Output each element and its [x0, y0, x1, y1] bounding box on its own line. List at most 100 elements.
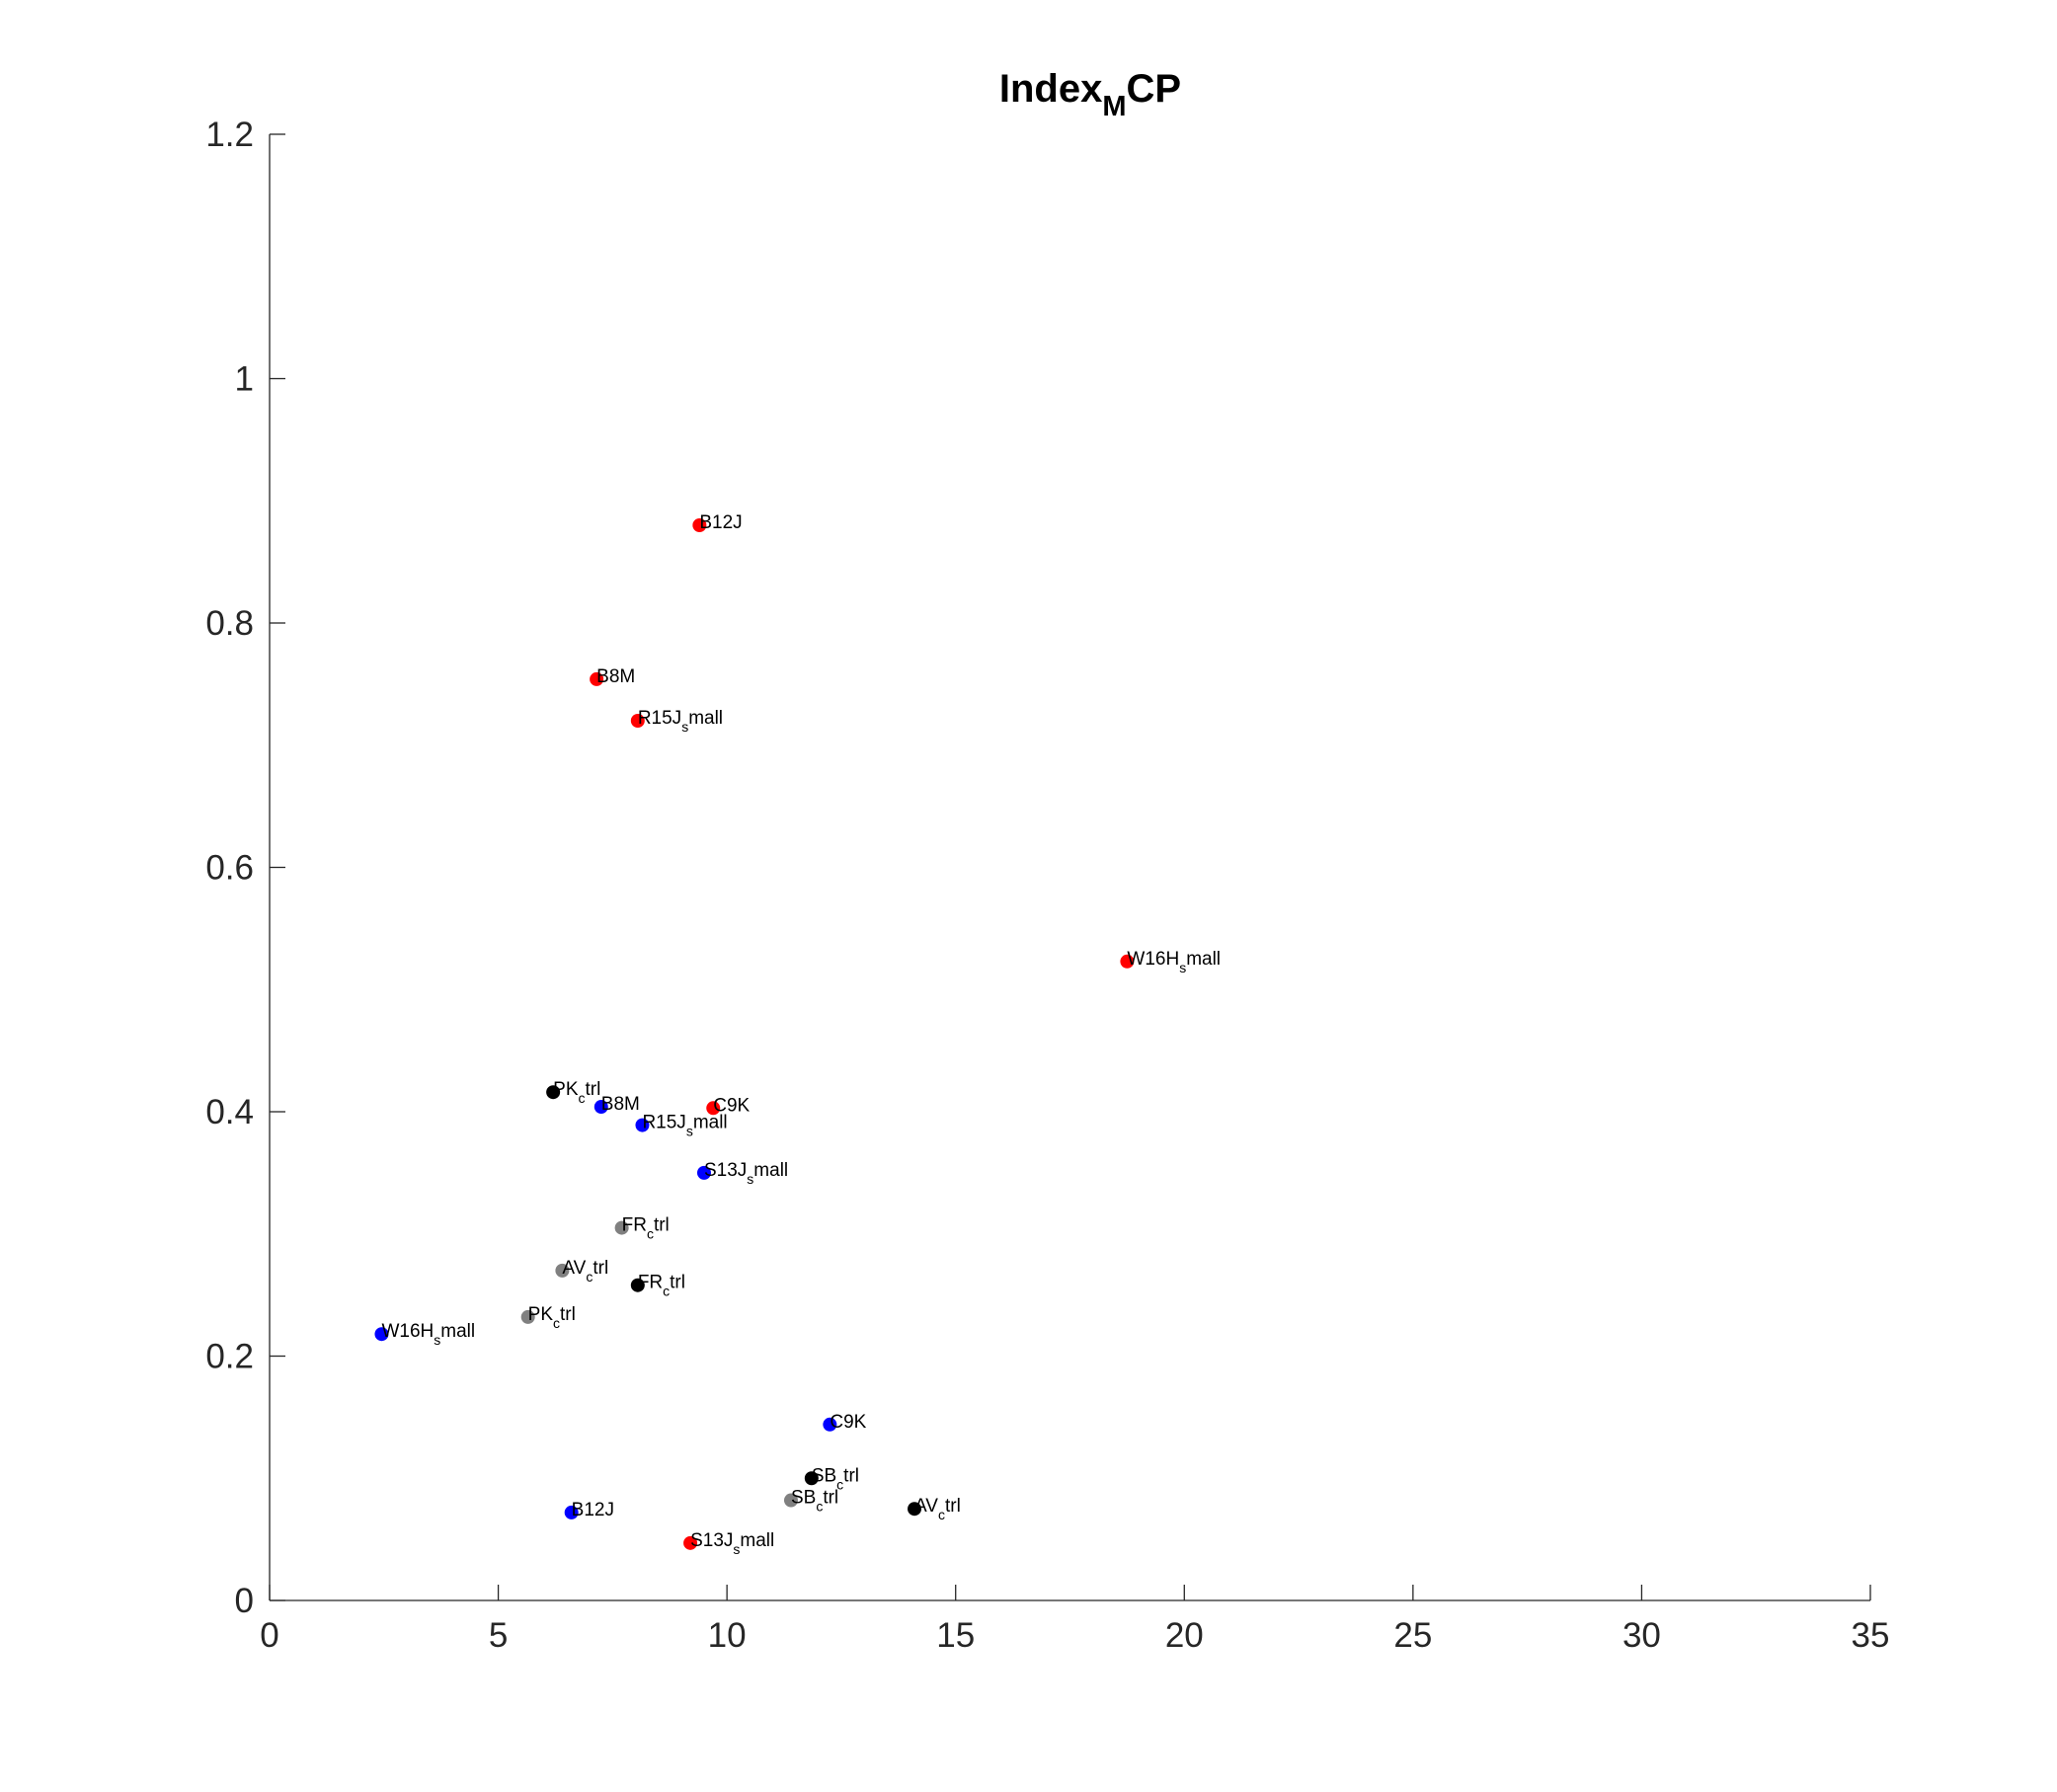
point-label-main: S13J	[690, 1530, 733, 1551]
point-label-main: AV	[562, 1258, 586, 1279]
data-point-red	[590, 671, 604, 686]
data-point-red	[683, 1535, 698, 1550]
x-tick-label: 25	[1393, 1616, 1432, 1655]
point-label-rest: trl	[593, 1258, 608, 1279]
point-label-subscript: c	[553, 1315, 560, 1331]
point-label-main: AV	[914, 1496, 938, 1517]
point-label-main: R15J	[642, 1113, 685, 1133]
data-point-red	[630, 714, 645, 728]
x-tick-label: 0	[260, 1616, 278, 1655]
y-tick-label: 0.2	[205, 1338, 254, 1376]
point-label-main: C9K	[830, 1412, 866, 1433]
point-label-subscript: c	[586, 1269, 593, 1285]
point-label-subscript: s	[686, 1124, 693, 1139]
point-label-main: FR	[622, 1215, 647, 1236]
point-label: FRctrl	[622, 1215, 670, 1242]
point-label: R15Jsmall	[638, 708, 723, 735]
point-label-main: SB	[812, 1465, 836, 1486]
point-label-subscript: s	[434, 1332, 440, 1348]
point-label: FRctrl	[638, 1273, 685, 1299]
point-label-rest: trl	[586, 1079, 601, 1100]
point-label-main: R15J	[638, 708, 681, 729]
data-point-black	[630, 1278, 645, 1292]
point-label: PKctrl	[528, 1304, 576, 1331]
point-label: S13Jsmall	[690, 1530, 774, 1557]
data-point-blue	[374, 1327, 389, 1342]
data-point-gray	[520, 1309, 535, 1324]
y-tick-label: 0.4	[205, 1093, 254, 1131]
y-tick-label: 0.6	[205, 849, 254, 888]
point-label: S13Jsmall	[704, 1160, 788, 1187]
data-point-red	[1120, 954, 1135, 969]
point-label: C9K	[713, 1095, 750, 1116]
data-point-blue	[564, 1505, 579, 1519]
y-tick-label: 1.2	[205, 116, 254, 154]
point-label-rest: mall	[693, 1113, 728, 1133]
point-label: SBctrl	[791, 1488, 838, 1515]
point-label-main: S13J	[704, 1160, 747, 1181]
point-label: SBctrl	[812, 1465, 859, 1492]
point-label-main: PK	[528, 1304, 554, 1325]
x-tick-label: 15	[936, 1616, 975, 1655]
point-label-rest: trl	[945, 1496, 961, 1517]
axes: 0 5 10 15 20 25 30 35 0 0.2 0.4 0.6 0.8 1 1.2	[205, 116, 1889, 1655]
y-tick-label: 1	[235, 360, 254, 399]
point-label: B8M	[601, 1094, 640, 1115]
point-label-rest: mall	[753, 1160, 788, 1181]
point-label-main: B8M	[596, 666, 635, 687]
point-label-subscript: c	[663, 1284, 670, 1299]
point-label-subscript: c	[816, 1499, 823, 1515]
point-label-rest: trl	[823, 1488, 838, 1509]
point-label-main: B8M	[601, 1094, 640, 1115]
data-point-red	[692, 518, 707, 532]
point-label: R15Jsmall	[642, 1113, 727, 1139]
chart-title-rest: CP	[1127, 67, 1182, 111]
point-label-subscript: s	[747, 1171, 753, 1187]
x-tick-label: 35	[1852, 1616, 1890, 1655]
point-label: C9K	[830, 1412, 866, 1433]
point-label-rest: trl	[670, 1273, 685, 1293]
point-label-rest: trl	[843, 1465, 859, 1486]
point-label-subscript: s	[1179, 960, 1186, 975]
point-label-main: SB	[791, 1488, 816, 1509]
point-label: AVctrl	[914, 1496, 961, 1522]
data-point-black	[546, 1085, 561, 1100]
point-label-rest: trl	[560, 1304, 576, 1325]
x-tick-label: 5	[489, 1616, 508, 1655]
point-label-rest: mall	[1186, 949, 1221, 970]
data-point-gray	[783, 1493, 798, 1508]
point-label: PKctrl	[553, 1079, 600, 1106]
x-tick-label: 20	[1165, 1616, 1204, 1655]
data-point-blue	[823, 1417, 837, 1432]
y-tick-label: 0	[235, 1582, 254, 1620]
point-label-subscript: c	[647, 1226, 654, 1242]
point-label-rest: mall	[688, 708, 723, 729]
point-label: B12J	[572, 1500, 614, 1520]
data-point-blue	[593, 1100, 608, 1115]
point-label: AVctrl	[562, 1258, 608, 1285]
point-label-subscript: c	[579, 1090, 586, 1106]
point-label-rest: mall	[740, 1530, 774, 1551]
point-label-subscript: c	[938, 1507, 945, 1522]
data-point-blue	[696, 1165, 711, 1180]
chart-title: IndexMCP	[999, 67, 1181, 122]
data-point-red	[706, 1101, 721, 1116]
point-label: B8M	[596, 666, 635, 687]
chart-title-main: Index	[999, 67, 1102, 111]
point-label-main: W16H	[1127, 949, 1179, 970]
point-label-main: C9K	[713, 1095, 750, 1116]
data-point-black	[804, 1471, 819, 1486]
data-point-blue	[635, 1118, 650, 1132]
point-label-subscript: s	[681, 719, 688, 735]
chart-title-subscript: M	[1102, 91, 1126, 122]
x-tick-label: 30	[1622, 1616, 1661, 1655]
point-label-rest: trl	[654, 1215, 670, 1236]
point-label-subscript: s	[733, 1541, 740, 1557]
point-label-main: FR	[638, 1273, 663, 1293]
point-label: W16Hsmall	[1127, 949, 1221, 975]
point-label-main: B12J	[699, 512, 742, 533]
point-label-main: B12J	[572, 1500, 614, 1520]
data-points: B12JB8MR15JsmallW16HsmallC9KS13JsmallB8M…	[374, 512, 1221, 1557]
